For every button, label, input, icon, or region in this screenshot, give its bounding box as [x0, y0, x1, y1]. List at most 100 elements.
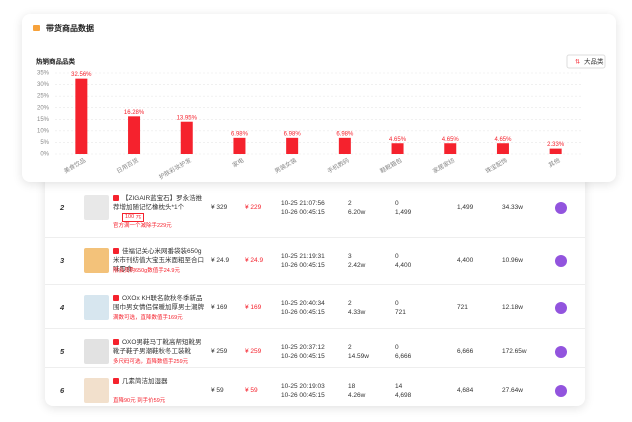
- metric-d: 27.64w: [502, 387, 523, 394]
- deal-price: ¥ 169: [245, 304, 262, 311]
- metric-b1: 0: [395, 200, 399, 207]
- detail-button[interactable]: [555, 385, 567, 397]
- x-tick-label: 鞋靴箱包: [379, 156, 404, 175]
- row-separator: [45, 367, 585, 368]
- page-title: 带货商品数据: [46, 23, 94, 33]
- end-time: 10-26 00:45:15: [281, 392, 325, 399]
- end-time: 10-26 00:45:15: [281, 353, 325, 360]
- bar: [549, 148, 562, 154]
- promo: 官方满一个减除手229元: [113, 223, 172, 229]
- value-label: 6.98%: [284, 131, 302, 137]
- y-tick-label: 35%: [37, 71, 50, 77]
- value-label: 6.98%: [231, 131, 249, 137]
- deal-price: ¥ 229: [245, 204, 262, 211]
- deal-price: ¥ 59: [245, 387, 258, 394]
- bar: [286, 137, 299, 154]
- bar: [391, 143, 404, 154]
- end-time: 10-26 00:45:15: [281, 309, 325, 316]
- deal-price: ¥ 259: [245, 348, 262, 355]
- row-separator: [45, 328, 585, 329]
- start-time: 10-25 21:07:56: [281, 200, 325, 207]
- chart-title: 热销商品品类: [36, 57, 76, 66]
- end-time: 10-26 00:45:15: [281, 262, 325, 269]
- metric-b2: 721: [395, 309, 406, 316]
- price: ¥ 59: [211, 387, 224, 394]
- row-separator: [45, 237, 585, 238]
- value-label: 13.95%: [177, 115, 198, 121]
- price: ¥ 259: [211, 348, 228, 355]
- y-tick-label: 10%: [37, 128, 50, 134]
- metric-c: 4,684: [457, 387, 474, 394]
- bar: [444, 143, 457, 154]
- product-image: [84, 248, 109, 273]
- detail-button[interactable]: [555, 302, 567, 314]
- metric-a2: 2.42w: [348, 262, 366, 269]
- metric-a1: 18: [348, 383, 356, 390]
- detail-button[interactable]: [555, 255, 567, 267]
- y-tick-label: 20%: [37, 105, 50, 111]
- x-tick-label: 其他: [547, 156, 561, 169]
- metric-b1: 0: [395, 300, 399, 307]
- shop-icon: [113, 295, 119, 301]
- rank: 5: [60, 347, 65, 356]
- start-time: 10-25 20:19:03: [281, 383, 325, 390]
- metric-a2: 4.33w: [348, 309, 366, 316]
- end-time: 10-26 00:45:15: [281, 209, 325, 216]
- rank: 3: [60, 256, 65, 265]
- detail-button[interactable]: [555, 346, 567, 358]
- metric-a1: 2: [348, 300, 352, 307]
- metric-c: 1,499: [457, 204, 474, 211]
- promo: 直降90元 到手价59元: [113, 398, 166, 404]
- start-time: 10-25 20:40:34: [281, 300, 325, 307]
- product-title: OXOx KH联名款秋冬季新品围巾男女情侣保暖加厚男士潮牌: [113, 295, 204, 311]
- metric-a1: 2: [348, 344, 352, 351]
- product-title: OXO男鞋马丁靴高帮短靴男靴子鞋子男潮鞋秋冬工装靴: [113, 339, 202, 355]
- y-tick-label: 30%: [37, 82, 50, 88]
- shop-icon: [113, 195, 119, 201]
- value-label: 32.56%: [71, 72, 92, 78]
- y-tick-label: 25%: [37, 94, 50, 100]
- value-label: 4.65%: [442, 137, 460, 143]
- bar: [233, 137, 246, 154]
- button-label[interactable]: 大品类: [584, 57, 604, 66]
- bar: [338, 137, 351, 154]
- metric-a1: 2: [348, 200, 352, 207]
- x-tick-label: 手机数码: [326, 156, 351, 175]
- rank: 2: [60, 203, 65, 212]
- bar: [496, 143, 509, 154]
- title-icon: [33, 25, 40, 31]
- product-title: 几素简洁加湿器: [122, 378, 168, 385]
- chart: 带货商品数据 热销商品品类 ⇅ 大品类 0% 5% 10% 15% 20% 25% 30% 3…: [33, 23, 606, 181]
- metric-c: 4,400: [457, 257, 474, 264]
- metric-a1: 3: [348, 253, 352, 260]
- x-tick-label: 家居家纺: [431, 156, 456, 175]
- metric-a2: 6.20w: [348, 209, 366, 216]
- y-tick-label: 0%: [40, 152, 49, 158]
- product-image: [84, 378, 109, 403]
- metric-b2: 6,666: [395, 353, 412, 360]
- metric-d: 10.96w: [502, 257, 523, 264]
- product-title: 【ZIGAIR蓝宝石】罗永浩推荐增加随记忆橡枕头*1个: [113, 195, 203, 211]
- promo: 多尺码可选，直降数值手259元: [113, 359, 189, 365]
- metric-d: 12.18w: [502, 304, 523, 311]
- bar: [128, 116, 141, 154]
- start-time: 10-25 20:37:12: [281, 344, 325, 351]
- value-label: 6.98%: [336, 131, 354, 137]
- detail-button[interactable]: [555, 202, 567, 214]
- bar: [75, 78, 88, 154]
- price: ¥ 169: [211, 304, 228, 311]
- value-label: 16.28%: [124, 110, 145, 116]
- metric-d: 34.33w: [502, 204, 523, 211]
- x-tick-label: 美食饮品: [62, 156, 87, 175]
- promo: 限会员购650g数值手24.9元: [113, 268, 180, 274]
- shop-icon: [113, 339, 119, 345]
- y-tick-label: 15%: [37, 117, 50, 123]
- product-image: [84, 339, 109, 364]
- button-icon: ⇅: [575, 59, 580, 66]
- promo: 满数可选，直降数值手169元: [113, 315, 183, 321]
- category-button[interactable]: [566, 54, 606, 69]
- metric-c: 6,666: [457, 348, 474, 355]
- price: ¥ 329: [211, 204, 228, 211]
- x-tick-label: 男装女装: [273, 156, 298, 175]
